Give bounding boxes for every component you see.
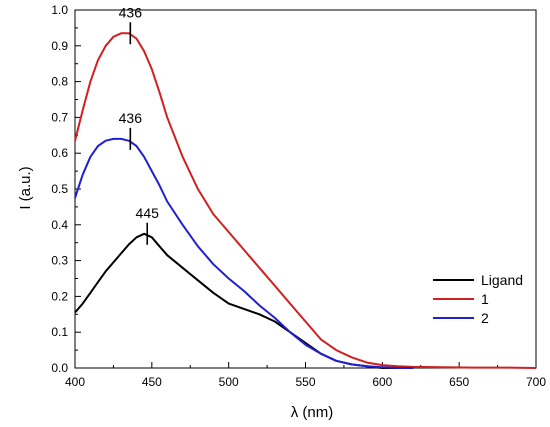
y-tick-label: 0.5 (51, 182, 68, 196)
y-tick-label: 0.9 (51, 39, 68, 53)
x-tick-label: 450 (142, 375, 162, 389)
y-tick-label: 0.3 (51, 254, 68, 268)
legend: Ligand 1 2 (433, 272, 523, 326)
plot-frame (74, 9, 537, 369)
y-tick-label: 0.8 (51, 75, 68, 89)
series-line-ligand (74, 232, 414, 369)
series-line-1 (74, 32, 537, 369)
x-tick-label: 500 (219, 375, 239, 389)
peak-label: 445 (136, 205, 160, 221)
y-tick-label: 1.0 (51, 3, 68, 17)
x-tick-label: 400 (65, 375, 85, 389)
annotation-layer: 436 436 445 (119, 4, 160, 245)
x-axis-title: λ (nm) (291, 404, 334, 421)
y-tick-label: 0.6 (51, 146, 68, 160)
x-tick-label: 600 (372, 375, 392, 389)
y-tick-label: 0.2 (51, 289, 68, 303)
y-tick-label: 0.7 (51, 110, 68, 124)
series-layer (74, 32, 537, 369)
legend-label: 2 (481, 310, 489, 326)
x-tick-label: 700 (526, 375, 546, 389)
y-tick-label: 0.1 (51, 325, 68, 339)
peak-label: 436 (119, 110, 143, 126)
series-line-2 (74, 137, 414, 369)
x-axis: 400 450 500 550 600 650 700 (65, 362, 546, 389)
x-tick-label: 550 (295, 375, 315, 389)
y-tick-label: 0.4 (51, 218, 68, 232)
legend-label: 1 (481, 291, 489, 307)
x-tick-label: 650 (449, 375, 469, 389)
legend-label: Ligand (481, 272, 523, 288)
peak-label: 436 (119, 4, 143, 20)
plot-border (74, 9, 537, 369)
y-tick-label: 0.0 (51, 361, 68, 375)
y-axis: 0.0 0.1 0.2 0.3 0.4 0.5 0.6 0.7 0.8 0.9 1.0 (51, 3, 81, 375)
y-axis-title: I (a.u.) (17, 166, 34, 209)
